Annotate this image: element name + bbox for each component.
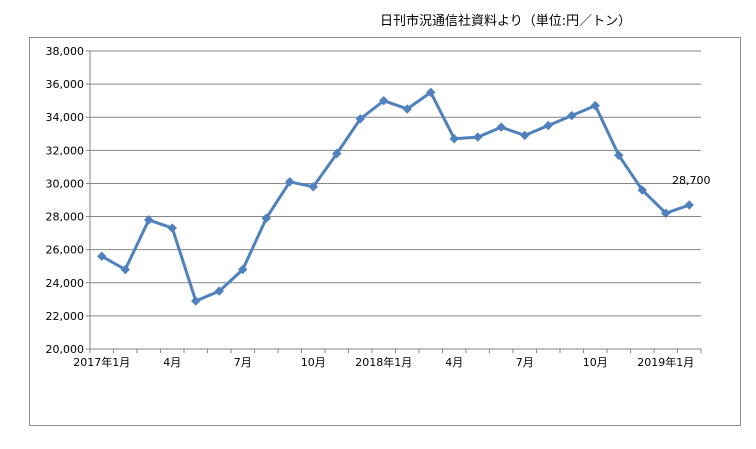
data-point	[567, 110, 577, 121]
y-tick-labels: 20,000 22,000 24,000 26,000 28,000 30,000 32,0…	[46, 45, 85, 356]
y-tick-label: 30,000	[46, 177, 85, 190]
data-point	[191, 296, 201, 306]
data-point	[238, 264, 248, 275]
data-point	[684, 200, 694, 210]
data-point	[379, 95, 389, 106]
data-point	[520, 130, 530, 141]
data-point	[543, 120, 553, 131]
data-point	[590, 100, 600, 111]
y-tick-label: 34,000	[46, 111, 85, 124]
data-point	[308, 182, 318, 192]
x-tick-labels: 2017年1月 4月 7月 10月 2018年1月 4月 7月 10月 2019年1月	[73, 355, 694, 369]
data-point	[261, 213, 271, 223]
y-tick-label: 26,000	[46, 244, 85, 257]
data-point	[214, 286, 224, 296]
data-point	[167, 223, 177, 233]
x-tick-label: 4月	[445, 356, 463, 369]
y-tick-label: 38,000	[46, 45, 85, 58]
data-labels: 28,700	[672, 174, 711, 187]
y-tick-label: 24,000	[46, 277, 85, 290]
data-point	[637, 185, 647, 195]
series-line	[101, 90, 690, 303]
data-point	[496, 122, 506, 132]
data-point	[614, 150, 624, 161]
data-point	[355, 114, 365, 124]
axes	[86, 50, 702, 353]
data-point	[426, 87, 436, 98]
unit-note: 日刊市況通信社資料より（単位:円／トン）	[380, 14, 632, 29]
y-tick-label: 28,000	[46, 211, 85, 224]
y-tick-label: 36,000	[46, 78, 85, 91]
y-tick-label: 32,000	[46, 144, 85, 157]
y-tick-label: 20,000	[46, 343, 85, 356]
data-point	[402, 104, 412, 114]
x-tick-label: 7月	[234, 356, 252, 369]
x-tick-label: 2017年1月	[73, 355, 130, 369]
x-tick-label: 4月	[163, 356, 181, 369]
data-point	[144, 215, 154, 225]
data-point	[120, 264, 130, 275]
x-tick-label: 10月	[583, 356, 608, 369]
data-point	[285, 177, 295, 187]
y-tick-label: 22,000	[46, 310, 85, 323]
x-tick-label: 7月	[516, 356, 534, 369]
data-point	[473, 132, 483, 142]
x-tick-label: 2018年1月	[355, 355, 412, 369]
data-point	[661, 208, 671, 218]
data-point	[97, 251, 107, 261]
data-point	[332, 148, 342, 159]
data-label: 28,700	[672, 174, 711, 187]
grid-lines	[90, 50, 701, 317]
x-tick-label: 2019年1月	[637, 355, 694, 369]
data-point	[449, 134, 459, 144]
x-tick-label: 10月	[301, 356, 326, 369]
series	[97, 87, 694, 306]
